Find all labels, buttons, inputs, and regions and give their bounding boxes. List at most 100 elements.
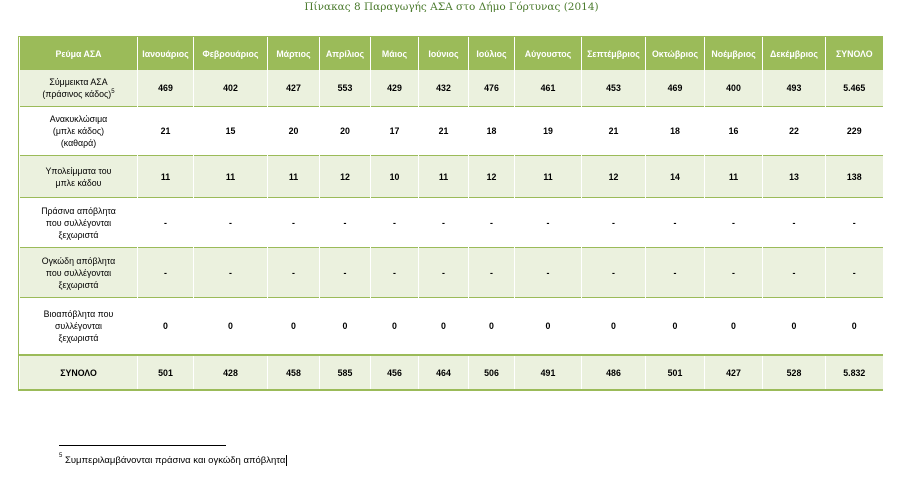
total-cell: 428 <box>193 354 268 389</box>
table-cell: 20 <box>267 106 320 156</box>
table-cell: 493 <box>762 70 826 107</box>
total-cell: 528 <box>762 354 826 389</box>
row-label-line: που συλλέγονται <box>45 267 112 278</box>
table-title: Πίνακας 8 Παραγωγής ΑΣΑ στο Δήμο Γόρτυνα… <box>304 1 599 13</box>
total-cell: 501 <box>137 354 194 389</box>
table-cell: 0 <box>645 297 705 355</box>
row-label-line: (μπλε κάδος) <box>52 126 105 136</box>
table-cell: 13 <box>762 155 826 198</box>
row-label-line: (καθαρά) <box>60 138 97 148</box>
total-label: ΣΥΝΟΛΟ <box>19 354 138 389</box>
table-cell: - <box>581 197 646 248</box>
column-header: Αύγουστος <box>514 37 582 70</box>
row-label-line: Υπολείμματα του <box>45 165 112 176</box>
total-cell: 506 <box>468 354 515 389</box>
table-cell: - <box>319 197 371 248</box>
table-cell: 12 <box>319 155 371 198</box>
column-header: Ρεύμα ΑΣΑ <box>19 37 138 70</box>
table-cell: 0 <box>193 297 268 355</box>
table-cell: 0 <box>418 297 469 355</box>
row-label: Βιοαπόβλητα που συλλέγονται ξεχωριστά <box>19 297 138 355</box>
table-cell: - <box>645 197 705 248</box>
total-cell: 585 <box>319 354 371 389</box>
table-cell: 19 <box>514 106 582 156</box>
total-cell: 427 <box>704 354 763 389</box>
table-cell: 402 <box>193 70 268 107</box>
table-cell: 17 <box>370 106 419 156</box>
footnote: 5 Συμπεριλαμβάνονται πράσινα και ογκώδη … <box>59 453 288 466</box>
table-cell: - <box>193 197 268 248</box>
table-cell: - <box>762 197 826 248</box>
row-label-line: ξεχωριστά <box>58 229 99 240</box>
table-cell: - <box>137 197 194 248</box>
table-cell: 0 <box>468 297 515 355</box>
table-cell: 21 <box>581 106 646 156</box>
row-label-line: ξεχωριστά <box>58 279 99 290</box>
footnote-ref: 5 <box>111 89 115 95</box>
table-cell: 0 <box>581 297 646 355</box>
row-label: Ανακυκλώσιμα (μπλε κάδος) (καθαρά) <box>19 106 138 156</box>
column-header: Ιούλιος <box>468 37 515 70</box>
table-cell: - <box>468 247 515 298</box>
table-cell: 0 <box>762 297 826 355</box>
table-cell: 0 <box>825 297 883 355</box>
table-cell: 10 <box>370 155 419 198</box>
table-cell: - <box>267 197 320 248</box>
table-cell: - <box>137 247 194 298</box>
row-label-line: που συλλέγονται <box>45 217 112 228</box>
table-row: Βιοαπόβλητα που συλλέγονται ξεχωριστά 0 0 0 0 0… <box>19 297 883 355</box>
header-row: Ρεύμα ΑΣΑ Ιανουάριος Φεβρουάριος Μάρτιος Απρ… <box>19 37 883 70</box>
table-cell: 400 <box>704 70 763 107</box>
table-row: Ογκώδη απόβλητα που συλλέγονται ξεχωριστά -… <box>19 247 883 298</box>
table-row: Υπολείμματα του μπλε κάδου 11 11 11 12 10 11 12 1… <box>19 155 883 198</box>
total-cell: 5.832 <box>825 354 883 389</box>
row-label-line: Ογκώδη απόβλητα <box>41 255 116 266</box>
table-cell: - <box>418 197 469 248</box>
column-header: Απρίλιος <box>319 37 371 70</box>
table-cell: - <box>825 247 883 298</box>
table-cell: - <box>762 247 826 298</box>
msw-production-table: Ρεύμα ΑΣΑ Ιανουάριος Φεβρουάριος Μάρτιος Απρ… <box>18 36 883 391</box>
table-cell: - <box>418 247 469 298</box>
table-cell: 461 <box>514 70 582 107</box>
table-cell: 11 <box>267 155 320 198</box>
table-cell: 11 <box>137 155 194 198</box>
table-cell: 20 <box>319 106 371 156</box>
row-label-line: Ανακυκλώσιμα <box>49 114 108 124</box>
table-cell: - <box>581 247 646 298</box>
column-header: Σεπτέμβριος <box>581 37 646 70</box>
column-header: ΣΥΝΟΛΟ <box>825 37 883 70</box>
total-cell: 486 <box>581 354 646 389</box>
total-cell: 456 <box>370 354 419 389</box>
table-cell: 18 <box>468 106 515 156</box>
table-cell: 18 <box>645 106 705 156</box>
table-cell: 453 <box>581 70 646 107</box>
table-cell: 469 <box>137 70 194 107</box>
footnote-separator <box>59 445 226 446</box>
table-cell: 553 <box>319 70 371 107</box>
table-cell: 429 <box>370 70 419 107</box>
table-cell: 229 <box>825 106 883 156</box>
column-header: Ιούνιος <box>418 37 469 70</box>
table-row: Ανακυκλώσιμα (μπλε κάδος) (καθαρά) 21 15 20 20… <box>19 106 883 156</box>
table-cell: 12 <box>468 155 515 198</box>
table-cell: 11 <box>418 155 469 198</box>
table-cell: 0 <box>319 297 371 355</box>
table-cell: 21 <box>137 106 194 156</box>
table-cell: 16 <box>704 106 763 156</box>
row-label: Πράσινα απόβλητα που συλλέγονται ξεχωριστά <box>19 197 138 248</box>
table-cell: - <box>370 247 419 298</box>
table-cell: - <box>514 197 582 248</box>
row-label-line: μπλε κάδου <box>55 177 102 188</box>
total-cell: 491 <box>514 354 582 389</box>
column-header: Νοέμβριος <box>704 37 763 70</box>
table-cell: 21 <box>418 106 469 156</box>
table-cell: 469 <box>645 70 705 107</box>
column-header: Φεβρουάριος <box>193 37 268 70</box>
table-cell: 11 <box>514 155 582 198</box>
table-cell: 22 <box>762 106 826 156</box>
column-header: Ιανουάριος <box>137 37 194 70</box>
table-cell: 0 <box>137 297 194 355</box>
column-header: Οκτώβριος <box>645 37 705 70</box>
row-label: Υπολείμματα του μπλε κάδου <box>19 155 138 198</box>
